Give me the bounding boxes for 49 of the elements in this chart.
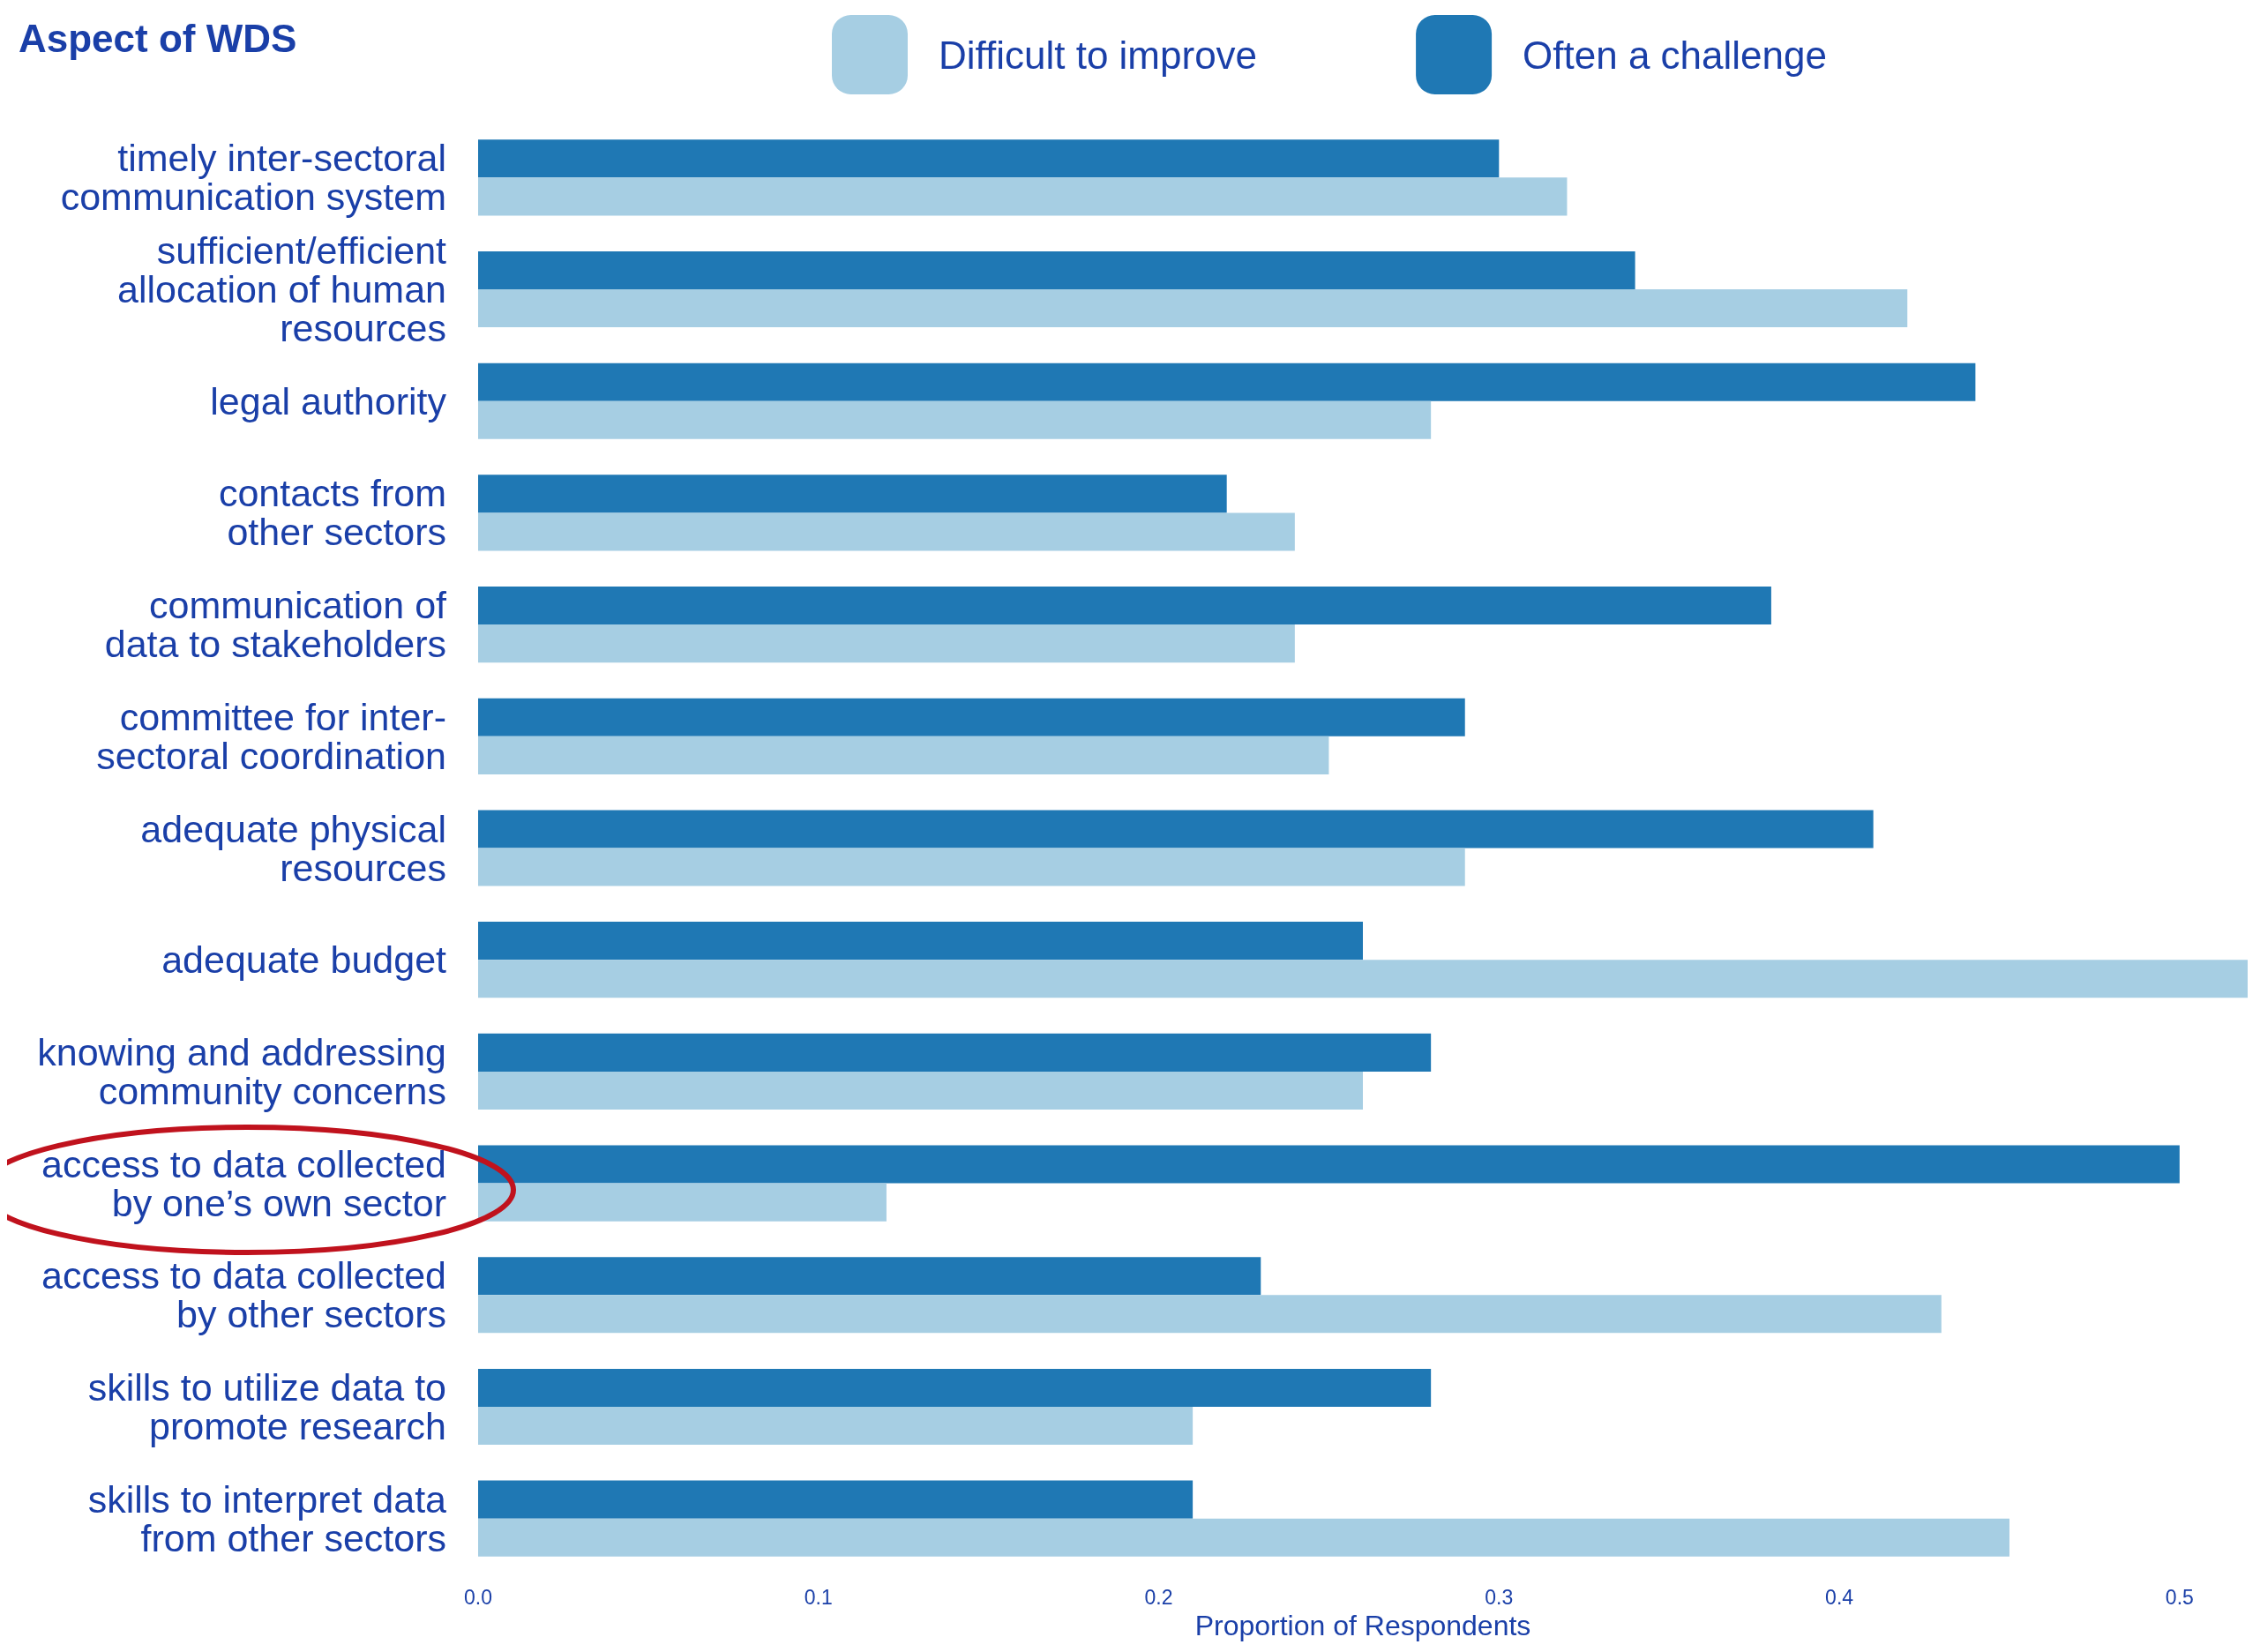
- bar: [478, 1406, 1194, 1446]
- legend-label: Difficult to improve: [939, 33, 1258, 77]
- bar: [478, 177, 1568, 216]
- x-tick-label: 0.1: [804, 1585, 833, 1609]
- y-tick-label: timely inter-sectoral communication system: [60, 137, 446, 219]
- y-tick-label: adequate physical resources: [140, 807, 446, 889]
- y-tick-label: communication of data to stakeholders: [104, 584, 448, 666]
- y-tick-label: sufficient/efficient allocation of human resources: [117, 229, 447, 350]
- legend-title: Aspect of WDS: [19, 16, 297, 60]
- x-tick-label: 0.2: [1144, 1585, 1173, 1609]
- bar: [478, 1145, 2180, 1184]
- bar: [478, 250, 1635, 290]
- bar: [478, 587, 1771, 625]
- bar: [478, 960, 2248, 998]
- bar: [478, 922, 1363, 961]
- bar: [478, 736, 1329, 774]
- bar: [478, 848, 1465, 886]
- bar: [478, 1183, 887, 1222]
- y-tick-label: skills to interpret data from other sectors: [87, 1477, 447, 1559]
- y-tick-label: access to data collected by other sectors: [41, 1254, 446, 1336]
- bar: [478, 810, 1874, 848]
- x-axis-title: Proportion of Respondents: [1194, 1609, 1531, 1641]
- y-tick-label: adequate budget: [161, 938, 447, 982]
- y-tick-label: knowing and addressing community concerns: [37, 1030, 446, 1112]
- bar: [478, 698, 1465, 736]
- bar: [478, 1033, 1432, 1072]
- y-tick-label: committee for inter- sectoral coordination: [96, 695, 446, 777]
- bar: [478, 139, 1500, 178]
- y-tick-label: skills to utilize data to promote research: [87, 1365, 446, 1447]
- bar: [478, 1071, 1363, 1110]
- legend-label: Often a challenge: [1523, 33, 1828, 77]
- x-tick-label: 0.3: [1485, 1585, 1514, 1609]
- bar: [478, 624, 1295, 663]
- x-tick-label: 0.0: [464, 1585, 492, 1609]
- bar: [478, 363, 1976, 401]
- bar: [478, 512, 1295, 551]
- y-tick-label: legal authority: [210, 379, 447, 422]
- y-tick-label: contacts from other sectors: [218, 472, 446, 554]
- x-tick-label: 0.5: [2165, 1585, 2194, 1609]
- bar: [478, 289, 1908, 328]
- bar: [478, 1368, 1432, 1407]
- bar: [478, 400, 1432, 439]
- bar: [478, 1295, 1942, 1334]
- x-tick-label: 0.4: [1825, 1585, 1854, 1609]
- bar: [478, 1480, 1194, 1519]
- bar: [478, 475, 1227, 513]
- bar: [478, 1518, 2009, 1557]
- bar: [478, 1257, 1261, 1296]
- y-tick-label: access to data collected by one’s own sector: [41, 1142, 446, 1224]
